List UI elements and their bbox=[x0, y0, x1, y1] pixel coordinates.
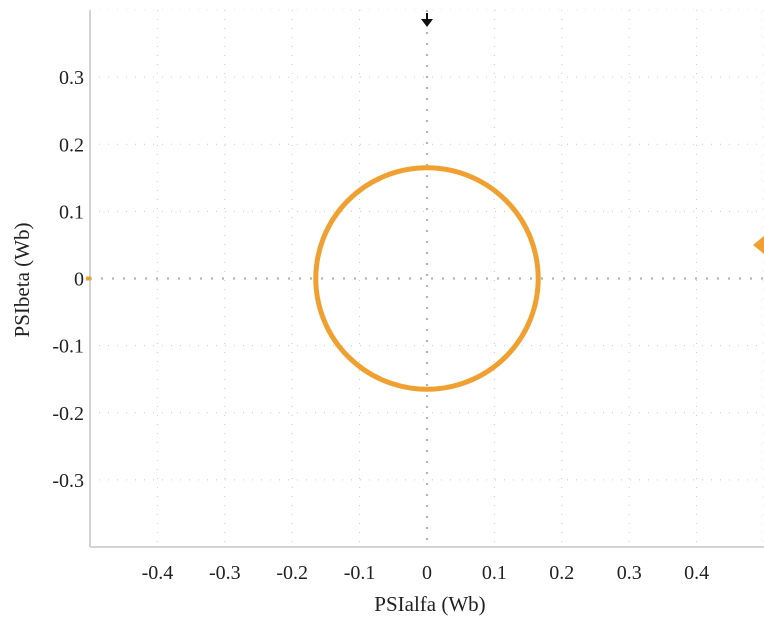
y-tick-label: 0 bbox=[74, 269, 84, 291]
x-tick-labels: -0.4 -0.3 -0.2 -0.1 0 0.1 0.2 0.3 0.4 bbox=[142, 562, 710, 584]
y-tick-label: 0.3 bbox=[59, 67, 84, 89]
trace-origin-marker bbox=[86, 276, 91, 281]
x-tick-label: 0.2 bbox=[549, 562, 574, 584]
y-axis-title: PSIbeta (Wb) bbox=[10, 223, 34, 338]
y-tick-label: 0.2 bbox=[59, 134, 84, 156]
x-tick-label: 0.3 bbox=[617, 562, 642, 584]
x-axis-title: PSIalfa (Wb) bbox=[374, 592, 485, 616]
marker-layer bbox=[86, 13, 764, 281]
trace-layer bbox=[313, 165, 541, 392]
y-tick-label: -0.3 bbox=[52, 470, 84, 492]
y-tick-label: -0.1 bbox=[52, 336, 84, 358]
x-tick-label: 0.1 bbox=[482, 562, 507, 584]
x-tick-label: -0.2 bbox=[276, 562, 308, 584]
x-tick-label: -0.1 bbox=[344, 562, 376, 584]
x-offset-marker-arrow bbox=[421, 13, 433, 27]
x-tick-label: -0.4 bbox=[142, 562, 174, 584]
y-offset-marker bbox=[753, 235, 764, 254]
flux-trajectory-circle bbox=[313, 165, 541, 392]
x-tick-label: -0.3 bbox=[209, 562, 241, 584]
x-tick-label: 0 bbox=[422, 562, 432, 584]
y-tick-labels: 0.3 0.2 0.1 0 -0.1 -0.2 -0.3 bbox=[52, 67, 84, 492]
y-tick-label: 0.1 bbox=[59, 201, 84, 223]
y-tick-label: -0.2 bbox=[52, 403, 84, 425]
x-tick-label: 0.4 bbox=[684, 562, 709, 584]
